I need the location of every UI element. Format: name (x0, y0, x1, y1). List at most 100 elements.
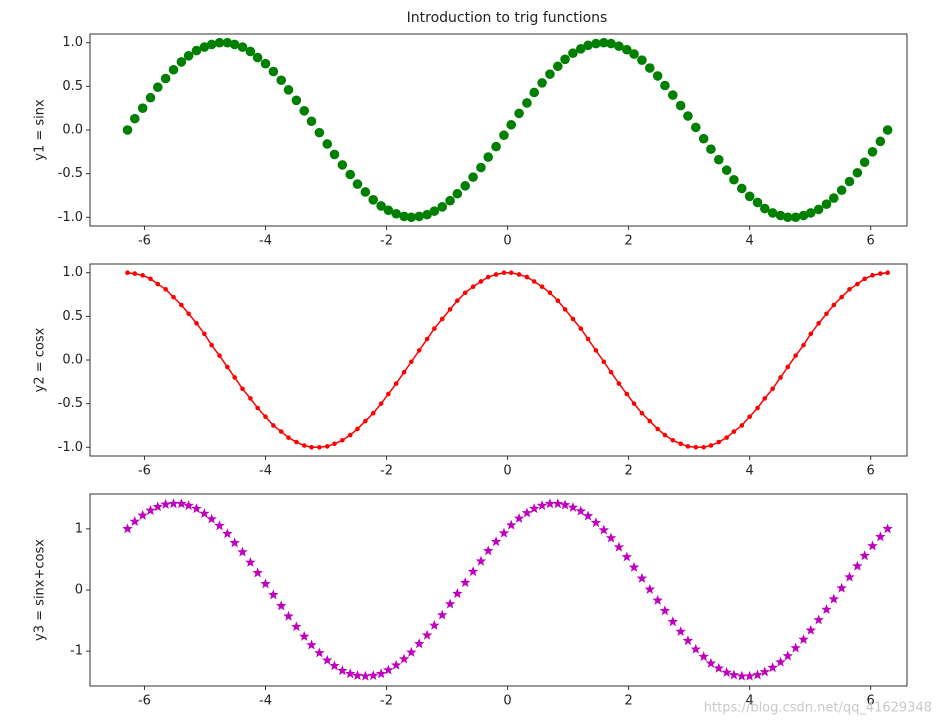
point (598, 524, 610, 535)
point (793, 353, 798, 358)
point (583, 40, 593, 51)
point (294, 439, 299, 445)
point (770, 386, 775, 392)
point (209, 342, 214, 348)
point (852, 167, 863, 178)
point (593, 348, 599, 353)
point (501, 270, 507, 276)
y-tick-label: 0.5 (62, 79, 83, 94)
point (322, 654, 333, 665)
point (685, 444, 691, 449)
chart-title: Introduction to trig functions (407, 10, 608, 26)
point (240, 386, 245, 392)
point (706, 144, 716, 154)
point (744, 191, 755, 202)
point (468, 172, 478, 182)
point (585, 336, 591, 342)
point (790, 212, 801, 223)
point (824, 311, 829, 317)
point (145, 92, 156, 103)
point (568, 48, 578, 58)
point (152, 501, 164, 512)
point (629, 49, 639, 59)
point (122, 523, 133, 534)
point (560, 54, 570, 65)
point (805, 624, 817, 635)
point (317, 444, 322, 450)
point (628, 561, 640, 572)
x-tick-label: 6 (867, 694, 875, 709)
point (724, 435, 729, 440)
point (329, 149, 340, 160)
point (644, 583, 656, 594)
point (514, 108, 524, 119)
x-tick-label: 0 (503, 234, 511, 249)
point (470, 284, 476, 289)
point (291, 95, 302, 106)
point (422, 209, 432, 220)
point (401, 369, 407, 375)
point (399, 211, 409, 222)
y-tick-label: 0 (75, 583, 83, 598)
point (690, 643, 702, 654)
point (268, 589, 279, 600)
point (248, 396, 253, 401)
point (716, 439, 722, 445)
point (499, 130, 509, 141)
point (163, 287, 168, 292)
point (306, 639, 317, 650)
point (217, 353, 222, 358)
point (152, 82, 163, 93)
point (429, 619, 440, 630)
point (522, 98, 532, 108)
x-tick-label: -4 (259, 694, 272, 709)
x-tick-label: 4 (746, 234, 754, 249)
point (409, 359, 414, 365)
y-axis-label: y2 = cosx (33, 327, 48, 392)
point (476, 162, 486, 173)
y-tick-label: 1.0 (62, 265, 83, 280)
point (299, 630, 310, 641)
point (376, 201, 386, 211)
x-tick-label: 2 (624, 464, 632, 479)
point (368, 195, 379, 205)
point (859, 550, 870, 561)
point (762, 396, 768, 401)
x-tick-label: -2 (380, 234, 393, 249)
point (859, 157, 870, 168)
y-tick-label: -0.5 (58, 166, 83, 181)
point (544, 498, 556, 509)
point (206, 513, 217, 524)
point (276, 75, 287, 86)
point (245, 556, 256, 567)
point (624, 391, 630, 397)
point (390, 659, 402, 670)
point (591, 38, 601, 49)
point (708, 443, 714, 448)
point (836, 582, 847, 593)
point (206, 39, 217, 50)
point (145, 505, 156, 515)
point (683, 111, 693, 121)
x-tick-label: -2 (380, 464, 393, 479)
point (329, 660, 340, 671)
point (731, 429, 737, 434)
point (432, 326, 437, 331)
point (129, 113, 140, 124)
point (721, 165, 732, 175)
point (439, 316, 445, 322)
point (659, 605, 671, 616)
x-tick-label: -4 (259, 234, 272, 249)
point (370, 410, 376, 416)
point (314, 127, 325, 138)
point (847, 287, 852, 292)
point (682, 635, 694, 646)
point (736, 670, 748, 681)
y-tick-label: -0.5 (58, 396, 83, 411)
point (229, 39, 240, 50)
point (263, 414, 268, 420)
point (529, 87, 540, 98)
point (759, 666, 771, 677)
point (378, 401, 384, 406)
